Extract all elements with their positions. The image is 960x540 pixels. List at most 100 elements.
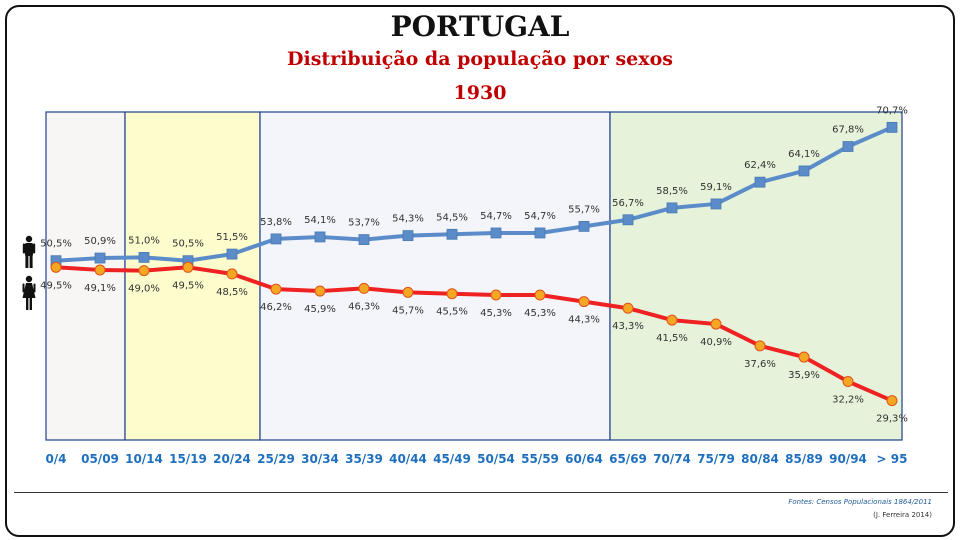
male-point [314, 231, 326, 243]
female-data-label: 45,3% [480, 308, 512, 319]
male-point [666, 202, 678, 214]
female-data-label: 49,5% [40, 280, 72, 291]
female-point [798, 351, 810, 363]
male-point [270, 233, 282, 245]
x-tick-label: 25/29 [257, 452, 295, 466]
female-data-label: 46,2% [260, 302, 292, 313]
x-tick-label: 0/4 [45, 452, 66, 466]
x-tick-label: 40/44 [389, 452, 427, 466]
chart-year: 1930 [453, 82, 507, 104]
female-point [754, 340, 766, 352]
male-data-label: 62,4% [744, 160, 776, 171]
age-band [259, 111, 611, 441]
chart-subtitle: Distribuição da população por sexos [287, 48, 673, 70]
female-point [622, 302, 634, 314]
x-tick-label: 65/69 [609, 452, 647, 466]
male-point [534, 227, 546, 239]
x-tick-label: 80/84 [741, 452, 779, 466]
female-data-label: 43,3% [612, 321, 644, 332]
male-point [886, 121, 898, 133]
female-data-label: 35,9% [788, 370, 820, 381]
male-point [402, 230, 414, 242]
female-data-label: 49,5% [172, 280, 204, 291]
x-tick-label: 75/79 [697, 452, 735, 466]
male-data-label: 50,9% [84, 236, 116, 247]
x-tick-label: 50/54 [477, 452, 515, 466]
x-tick-label: 30/34 [301, 452, 339, 466]
x-tick-label: > 95 [877, 452, 908, 466]
male-point [710, 198, 722, 210]
female-point [578, 296, 590, 308]
male-data-label: 58,5% [656, 186, 688, 197]
man-icon [22, 235, 36, 268]
male-data-label: 51,0% [128, 235, 160, 246]
male-data-label: 70,7% [876, 105, 908, 116]
female-point [710, 318, 722, 330]
male-data-label: 59,1% [700, 182, 732, 193]
male-point [842, 141, 854, 152]
male-data-label: 53,8% [260, 217, 292, 228]
female-data-label: 44,3% [568, 315, 600, 326]
male-point [138, 251, 150, 263]
female-data-label: 49,1% [84, 283, 116, 294]
female-data-label: 37,6% [744, 359, 776, 370]
male-data-label: 50,5% [172, 239, 204, 250]
male-data-label: 55,7% [568, 204, 600, 215]
female-point [402, 286, 414, 298]
female-point [270, 283, 282, 295]
woman-icon [22, 275, 36, 310]
x-tick-label: 45/49 [433, 452, 471, 466]
x-tick-label: 90/94 [829, 452, 867, 466]
female-series-line [55, 265, 893, 403]
x-tick-label: 70/74 [653, 452, 691, 466]
male-point [798, 165, 810, 177]
male-data-label: 54,7% [524, 211, 556, 222]
female-point [50, 261, 62, 273]
female-data-label: 45,3% [524, 308, 556, 319]
female-point [842, 375, 854, 387]
x-tick-label: 15/19 [169, 452, 207, 466]
female-data-label: 48,5% [216, 287, 248, 298]
female-point [490, 289, 502, 301]
x-tick-label: 10/14 [125, 452, 163, 466]
female-data-label: 29,3% [876, 414, 908, 425]
male-data-label: 67,8% [832, 125, 864, 136]
male-point [754, 176, 766, 188]
female-point [886, 395, 898, 407]
male-data-label: 54,1% [304, 215, 336, 226]
male-data-label: 50,5% [40, 239, 72, 250]
female-data-label: 45,9% [304, 304, 336, 315]
male-data-label: 54,3% [392, 214, 424, 225]
male-point [490, 227, 502, 239]
footer-rule [14, 492, 948, 493]
male-point [226, 248, 238, 260]
male-data-label: 54,5% [436, 212, 468, 223]
author-note: (J. Ferreira 2014) [873, 511, 932, 519]
x-tick-label: 60/64 [565, 452, 603, 466]
female-data-label: 46,3% [348, 301, 380, 312]
female-data-label: 45,5% [436, 307, 468, 318]
female-point [534, 289, 546, 301]
female-point [226, 268, 238, 280]
female-point [358, 282, 370, 294]
male-series-line [55, 125, 893, 263]
female-data-label: 49,0% [128, 284, 160, 295]
male-data-label: 51,5% [216, 232, 248, 243]
female-point [94, 264, 106, 276]
female-point [138, 265, 150, 277]
male-point [358, 234, 370, 245]
female-point [182, 261, 194, 273]
male-point [446, 228, 458, 240]
x-tick-label: 20/24 [213, 452, 251, 466]
source-note: Fontes: Censos Populacionais 1864/2011 [788, 498, 932, 506]
female-data-label: 32,2% [832, 394, 864, 405]
male-data-label: 53,7% [348, 218, 380, 229]
x-tick-label: 35/39 [345, 452, 383, 466]
age-band [45, 111, 126, 441]
x-tick-label: 55/59 [521, 452, 559, 466]
male-data-label: 54,7% [480, 211, 512, 222]
male-point [578, 220, 590, 232]
x-tick-label: 05/09 [81, 452, 119, 466]
male-point [94, 252, 106, 264]
